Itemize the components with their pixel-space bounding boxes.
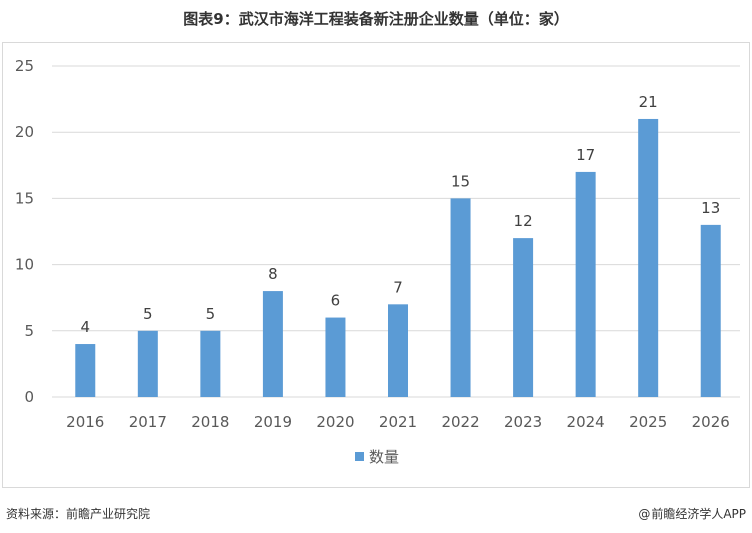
data-label: 17 bbox=[576, 146, 595, 164]
bar bbox=[450, 198, 471, 397]
x-tick-label: 2019 bbox=[254, 413, 292, 431]
data-label: 4 bbox=[80, 318, 90, 336]
data-label: 8 bbox=[268, 265, 278, 283]
data-label: 5 bbox=[206, 305, 216, 323]
y-tick-label: 0 bbox=[24, 388, 34, 406]
x-tick-label: 2020 bbox=[316, 413, 354, 431]
legend-swatch bbox=[355, 452, 364, 461]
data-label: 6 bbox=[331, 292, 341, 310]
bar bbox=[262, 291, 283, 397]
bar bbox=[638, 118, 659, 398]
data-label: 12 bbox=[514, 212, 533, 230]
y-tick-label: 20 bbox=[15, 123, 34, 141]
y-tick-label: 25 bbox=[15, 57, 34, 75]
x-tick-label: 2024 bbox=[567, 413, 605, 431]
brand-label: 前瞻经济学人APP bbox=[651, 507, 746, 521]
data-label: 7 bbox=[393, 278, 403, 296]
bar bbox=[700, 224, 721, 397]
x-tick-label: 2017 bbox=[129, 413, 167, 431]
legend-label: 数量 bbox=[369, 448, 399, 466]
data-label: 15 bbox=[451, 172, 470, 190]
bar bbox=[575, 171, 596, 397]
y-tick-label: 15 bbox=[15, 189, 34, 207]
data-label: 5 bbox=[143, 305, 153, 323]
bar bbox=[513, 238, 534, 397]
at-icon: @ bbox=[638, 507, 651, 521]
x-tick-label: 2018 bbox=[191, 413, 229, 431]
x-tick-label: 2025 bbox=[629, 413, 667, 431]
bar bbox=[200, 330, 221, 397]
y-tick-label: 10 bbox=[15, 256, 34, 274]
bar bbox=[75, 344, 96, 397]
bar bbox=[137, 330, 158, 397]
bar bbox=[388, 304, 408, 397]
source-note: 资料来源：前瞻产业研究院 bbox=[6, 507, 151, 521]
x-tick-label: 2026 bbox=[692, 413, 730, 431]
y-tick-label: 5 bbox=[24, 322, 34, 340]
x-tick-label: 2022 bbox=[441, 413, 479, 431]
x-tick-label: 2021 bbox=[379, 413, 417, 431]
data-label: 13 bbox=[701, 199, 720, 217]
x-tick-label: 2016 bbox=[66, 413, 104, 431]
x-tick-label: 2023 bbox=[504, 413, 542, 431]
brand-credit: @前瞻经济学人APP bbox=[638, 505, 746, 522]
data-label: 21 bbox=[639, 93, 658, 111]
chart-title: 图表9：武汉市海洋工程装备新注册企业数量（单位：家） bbox=[183, 10, 569, 28]
bar bbox=[325, 317, 346, 397]
